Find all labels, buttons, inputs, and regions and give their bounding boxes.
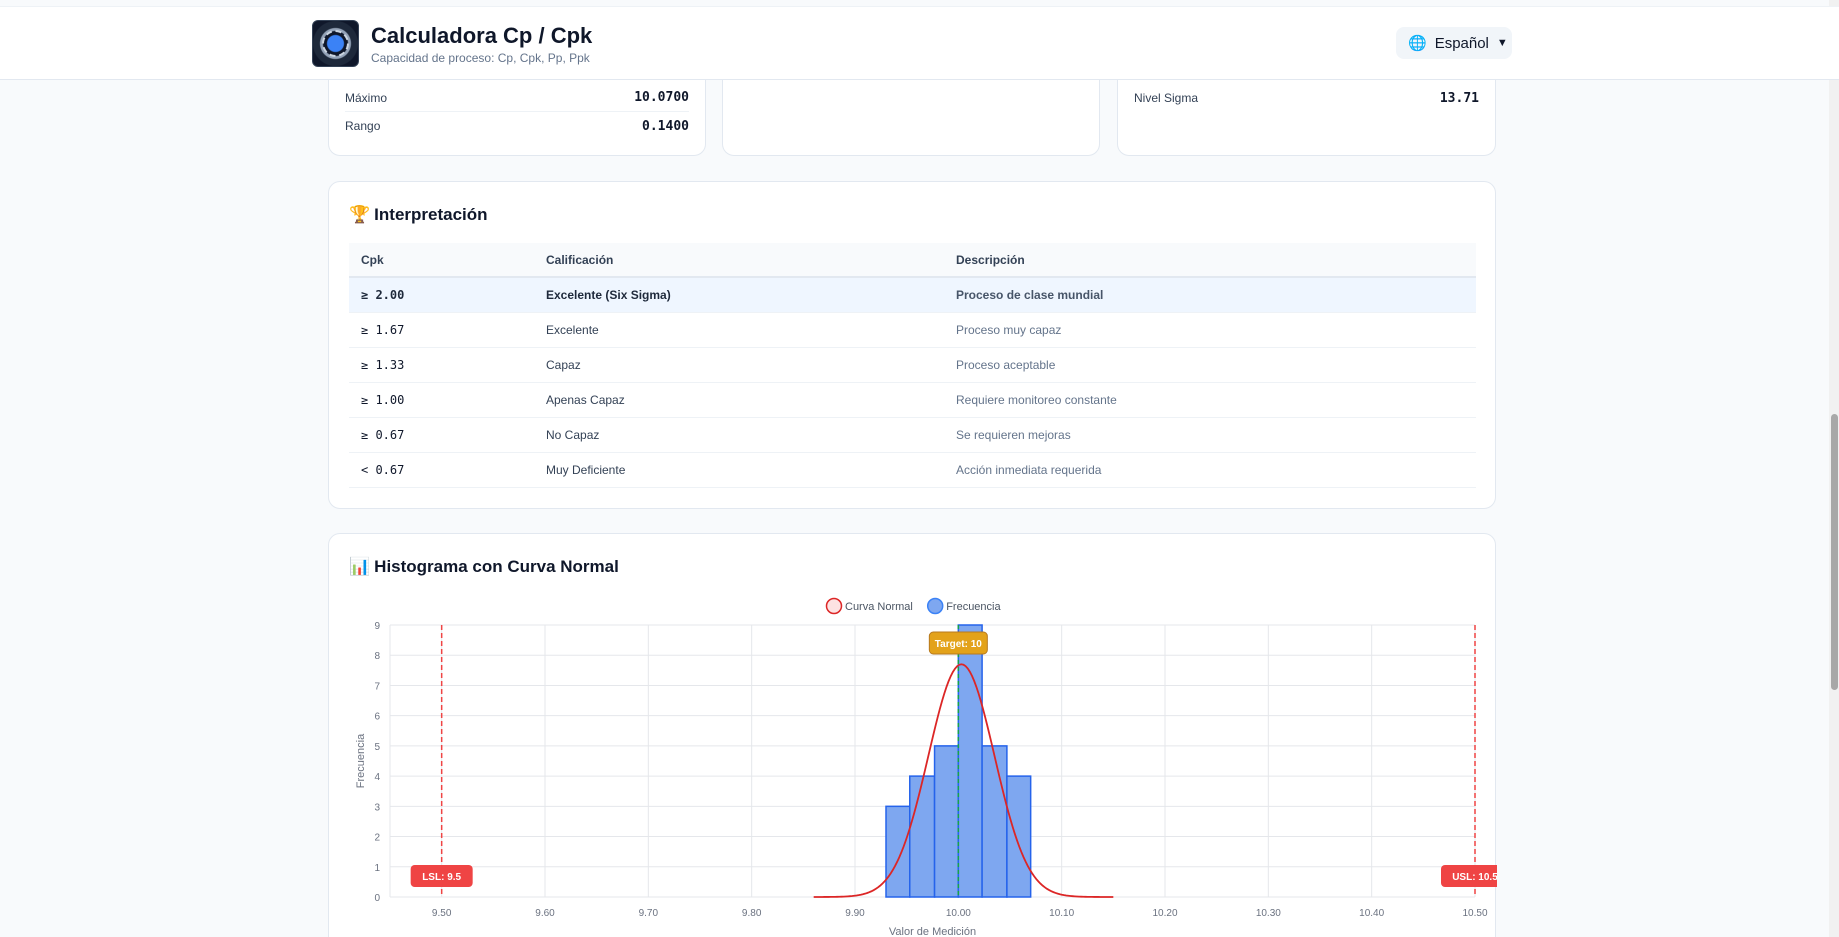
stat-label: Máximo	[345, 90, 388, 105]
histogram-bar	[909, 775, 936, 898]
legend-label: Frecuencia	[946, 601, 1001, 613]
x-tick-label: 10.00	[946, 908, 971, 919]
table-row: ≥ 0.67 No Capaz Se requieren mejoras	[349, 417, 1476, 453]
scrollbar-thumb[interactable]	[1831, 414, 1838, 690]
lsl-label: LSL: 9.5	[422, 872, 461, 883]
description-cell: Proceso muy capaz	[944, 312, 1476, 348]
stat-value: 10.0700	[634, 90, 689, 105]
x-tick-label: 10.10	[1049, 908, 1074, 919]
stat-row-max: Máximo 10.0700	[345, 84, 689, 112]
x-tick-label: 9.60	[535, 908, 555, 919]
x-tick-label: 9.50	[432, 908, 452, 919]
interpretation-title: 🏆 Interpretación	[349, 205, 488, 224]
table-header-row: Cpk Calificación Descripción	[349, 243, 1476, 278]
histogram-chart: 0 1 2 3 4 5 6 7 8 9 9.50 9.60 9.70 9.80 9.90 10.00 10.10…	[355, 597, 1497, 937]
histogram-bar	[885, 805, 911, 898]
lsl-label-badge	[410, 865, 473, 887]
y-tick-label: 5	[374, 742, 380, 753]
interpretation-card: 🏆 Interpretación Cpk Calificación Descrip…	[328, 181, 1496, 509]
stat-value: 0.1400	[642, 118, 689, 134]
y-tick-label: 9	[374, 621, 380, 632]
x-tick-label: 10.30	[1256, 908, 1281, 919]
y-axis-title: Frecuencia	[355, 733, 367, 788]
x-tick-label: 9.90	[845, 908, 865, 919]
rating-cell: Muy Deficiente	[534, 452, 944, 488]
usl-label-badge	[1441, 865, 1497, 887]
y-tick-label: 8	[374, 651, 380, 662]
language-selector[interactable]: 🌐 Español ▼	[1396, 27, 1512, 59]
y-tick-label: 4	[374, 772, 380, 783]
table-row: ≥ 1.00 Apenas Capaz Requiere monitoreo c…	[349, 382, 1476, 418]
rating-cell: Capaz	[534, 347, 944, 383]
legend-curve-swatch	[825, 597, 843, 615]
stat-row-range: Rango 0.1400	[345, 112, 689, 140]
description-cell: Proceso de clase mundial	[944, 277, 1476, 313]
x-tick-label: 10.40	[1359, 908, 1384, 919]
x-axis-title: Valor de Medición	[889, 926, 976, 937]
histogram-bar	[933, 745, 960, 898]
interpretation-table: Cpk Calificación Descripción ≥ 2.00 Exce…	[349, 243, 1476, 488]
cpk-cell: ≥ 2.00	[349, 277, 534, 313]
legend-label: Curva Normal	[845, 601, 913, 613]
y-tick-label: 0	[374, 893, 380, 904]
cpk-cell: ≥ 1.67	[349, 312, 534, 348]
usl-label: USL: 10.5	[1452, 872, 1497, 883]
x-tick-label: 9.70	[639, 908, 659, 919]
app-title: Calculadora Cp / Cpk	[371, 23, 593, 48]
cpk-cell: ≥ 0.67	[349, 417, 534, 453]
target-label-badge	[928, 631, 988, 655]
column-header-rating: Calificación	[534, 243, 944, 278]
cpk-cell: ≥ 1.33	[349, 347, 534, 383]
stat-value: 13.71	[1439, 90, 1479, 106]
table-row: ≥ 1.33 Capaz Proceso aceptable	[349, 347, 1476, 383]
app-subtitle: Capacidad de proceso: Cp, Cpk, Pp, Ppk	[371, 51, 590, 65]
stat-label: Rango	[345, 119, 381, 133]
histogram-bar	[981, 745, 1008, 898]
target-label: Target: 10	[935, 639, 982, 650]
histogram-title: 📊 Histograma con Curva Normal	[349, 557, 619, 576]
description-cell: Proceso aceptable	[944, 347, 1476, 383]
y-tick-label: 1	[374, 863, 380, 874]
y-tick-label: 7	[374, 681, 380, 692]
bar-chart-icon: 📊	[349, 557, 371, 576]
chevron-down-icon: ▼	[1496, 37, 1508, 49]
globe-icon: 🌐	[1408, 35, 1427, 52]
language-label: Español	[1434, 34, 1489, 52]
rating-cell: Excelente	[534, 312, 944, 348]
description-cell: Se requieren mejoras	[944, 417, 1476, 453]
table-row: ≥ 1.67 Excelente Proceso muy capaz	[349, 312, 1476, 348]
rating-cell: No Capaz	[534, 417, 944, 453]
legend-bar-swatch	[926, 597, 944, 615]
app-header: Calculadora Cp / Cpk Capacidad de proces…	[0, 6, 1839, 80]
x-tick-label: 10.50	[1462, 908, 1487, 919]
y-tick-label: 2	[374, 833, 380, 844]
description-cell: Acción inmediata requerida	[944, 452, 1476, 488]
x-tick-label: 10.20	[1152, 908, 1177, 919]
normal-curve-line	[813, 663, 1114, 898]
x-tick-label: 9.80	[742, 908, 762, 919]
y-tick-label: 3	[374, 802, 380, 813]
histogram-card: 📊 Histograma con Curva Normal 0 1 2 3 4 5 6 7 8 9 9…	[328, 533, 1497, 937]
app-logo	[312, 20, 359, 67]
rating-cell: Apenas Capaz	[534, 382, 944, 418]
trophy-icon: 🏆	[349, 205, 371, 224]
histogram-bar	[957, 624, 983, 898]
cpk-cell: < 0.67	[349, 452, 534, 488]
description-cell: Requiere monitoreo constante	[944, 382, 1476, 418]
table-row: ≥ 2.00 Excelente (Six Sigma) Proceso de …	[349, 277, 1476, 313]
page-scrollbar[interactable]	[1829, 0, 1839, 937]
histogram-bar	[1006, 775, 1032, 898]
stat-row-sigma: Nivel Sigma 13.71	[1134, 84, 1479, 112]
stat-label: Nivel Sigma	[1134, 91, 1199, 105]
column-header-cpk: Cpk	[349, 243, 534, 278]
table-row: < 0.67 Muy Deficiente Acción inmediata r…	[349, 452, 1476, 488]
rating-cell: Excelente (Six Sigma)	[534, 277, 944, 313]
column-header-description: Descripción	[944, 243, 1476, 278]
y-tick-label: 6	[374, 712, 380, 723]
cpk-cell: ≥ 1.00	[349, 382, 534, 418]
